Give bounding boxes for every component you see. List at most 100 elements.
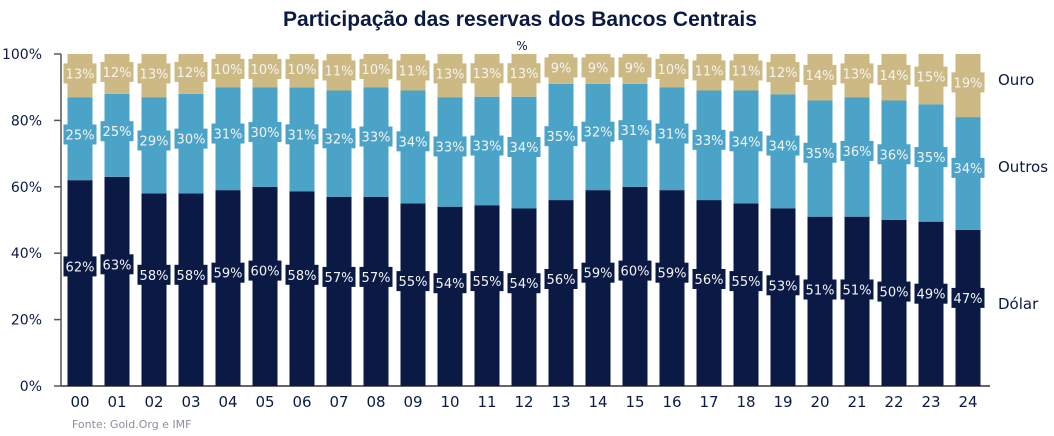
data-label-box: [322, 266, 356, 287]
data-label: 56%: [695, 273, 724, 288]
bar-segment-dólar: [659, 190, 685, 386]
data-label: 30%: [251, 126, 280, 141]
data-label: 34%: [399, 135, 428, 150]
data-label: 31%: [658, 128, 687, 143]
data-label: 51%: [806, 284, 835, 299]
bar-segment-dólar: [918, 221, 944, 386]
data-label-box: [248, 122, 282, 143]
data-label-box: [544, 57, 578, 78]
data-label-box: [248, 58, 282, 79]
data-label-box: [766, 135, 800, 156]
x-tick-label: 22: [884, 393, 903, 411]
data-label-box: [692, 60, 726, 81]
data-label: 58%: [177, 269, 206, 284]
data-label-box: [63, 63, 97, 84]
data-label-box: [803, 279, 837, 300]
data-label-box: [100, 254, 134, 275]
x-tick-label: 21: [847, 393, 866, 411]
y-tick-label: 40%: [11, 246, 42, 262]
x-tick-label: 19: [773, 393, 792, 411]
data-label: 10%: [288, 63, 317, 78]
data-label-box: [174, 128, 208, 149]
bar-segment-dólar: [141, 193, 167, 386]
bar-segment-dólar: [289, 191, 315, 386]
x-tick-label: 12: [514, 393, 533, 411]
data-label: 57%: [362, 271, 391, 286]
data-label: 55%: [732, 275, 761, 290]
x-tick-label: 05: [255, 393, 274, 411]
data-label-box: [581, 57, 615, 78]
data-label-box: [137, 130, 171, 151]
data-label: 10%: [214, 63, 243, 78]
data-label-box: [729, 271, 763, 292]
data-label-box: [63, 256, 97, 277]
data-label-box: [470, 135, 504, 156]
data-label-box: [211, 58, 245, 79]
data-label-box: [433, 273, 467, 294]
data-label: 54%: [436, 277, 465, 292]
data-label-box: [655, 262, 689, 283]
data-label-box: [396, 131, 430, 152]
data-label-box: [692, 129, 726, 150]
data-label: 13%: [436, 67, 465, 82]
legend-label-outros: Outros: [998, 158, 1048, 176]
x-tick-label: 20: [810, 393, 829, 411]
x-tick-label: 03: [181, 393, 200, 411]
bar-segment-dólar: [770, 208, 796, 386]
data-label-box: [840, 140, 874, 161]
x-tick-label: 07: [329, 393, 348, 411]
data-label-box: [914, 147, 948, 168]
data-label: 12%: [103, 66, 132, 81]
data-label-box: [211, 262, 245, 283]
data-label-box: [359, 58, 393, 79]
bar-segment-dólar: [548, 200, 574, 386]
bar-segment-dólar: [363, 196, 389, 386]
data-label: 32%: [325, 132, 354, 147]
y-tick-label: 100%: [2, 47, 42, 63]
data-label: 57%: [325, 271, 354, 286]
data-label-box: [433, 63, 467, 84]
data-label: 11%: [695, 64, 724, 79]
data-label: 35%: [917, 151, 946, 166]
data-label: 11%: [732, 64, 761, 79]
bar-segment-dólar: [844, 216, 870, 386]
bar-segment-dólar: [400, 203, 426, 386]
data-label: 34%: [510, 141, 539, 156]
data-label-box: [470, 63, 504, 84]
x-tick-label: 13: [551, 393, 570, 411]
data-label: 33%: [362, 131, 391, 146]
data-label: 60%: [251, 265, 280, 280]
data-label: 49%: [917, 288, 946, 303]
data-label: 58%: [140, 269, 169, 284]
data-label: 54%: [510, 277, 539, 292]
bar-segment-dólar: [474, 205, 500, 386]
data-label-box: [692, 269, 726, 289]
data-label-box: [211, 123, 245, 144]
x-tick-label: 04: [218, 393, 237, 411]
x-tick-label: 10: [440, 393, 459, 411]
data-label: 55%: [399, 275, 428, 290]
data-label: 47%: [954, 292, 983, 307]
data-label-box: [618, 120, 652, 141]
bar-segment-dólar: [622, 186, 648, 386]
data-label: 34%: [732, 135, 761, 150]
data-label: 9%: [625, 61, 646, 76]
data-label: 31%: [288, 128, 317, 143]
data-label-box: [951, 287, 985, 308]
data-label-box: [100, 61, 134, 82]
data-label-box: [766, 275, 800, 296]
y-tick-label: 80%: [11, 113, 42, 129]
data-label: 12%: [177, 66, 206, 81]
data-label: 36%: [843, 145, 872, 160]
data-label: 15%: [917, 71, 946, 86]
data-label-box: [840, 63, 874, 84]
data-label: 56%: [547, 273, 576, 288]
data-label: 13%: [140, 67, 169, 82]
data-label: 10%: [362, 63, 391, 78]
data-label-box: [359, 126, 393, 147]
bar-segment-dólar: [696, 200, 722, 386]
x-tick-label: 14: [588, 393, 607, 411]
bar-segment-dólar: [326, 196, 352, 386]
data-label-box: [544, 269, 578, 289]
axes: 0% 20% 40% 60% 80% 100% 00 01 02 03 04 05 06 07 08 09 10…: [2, 47, 990, 411]
